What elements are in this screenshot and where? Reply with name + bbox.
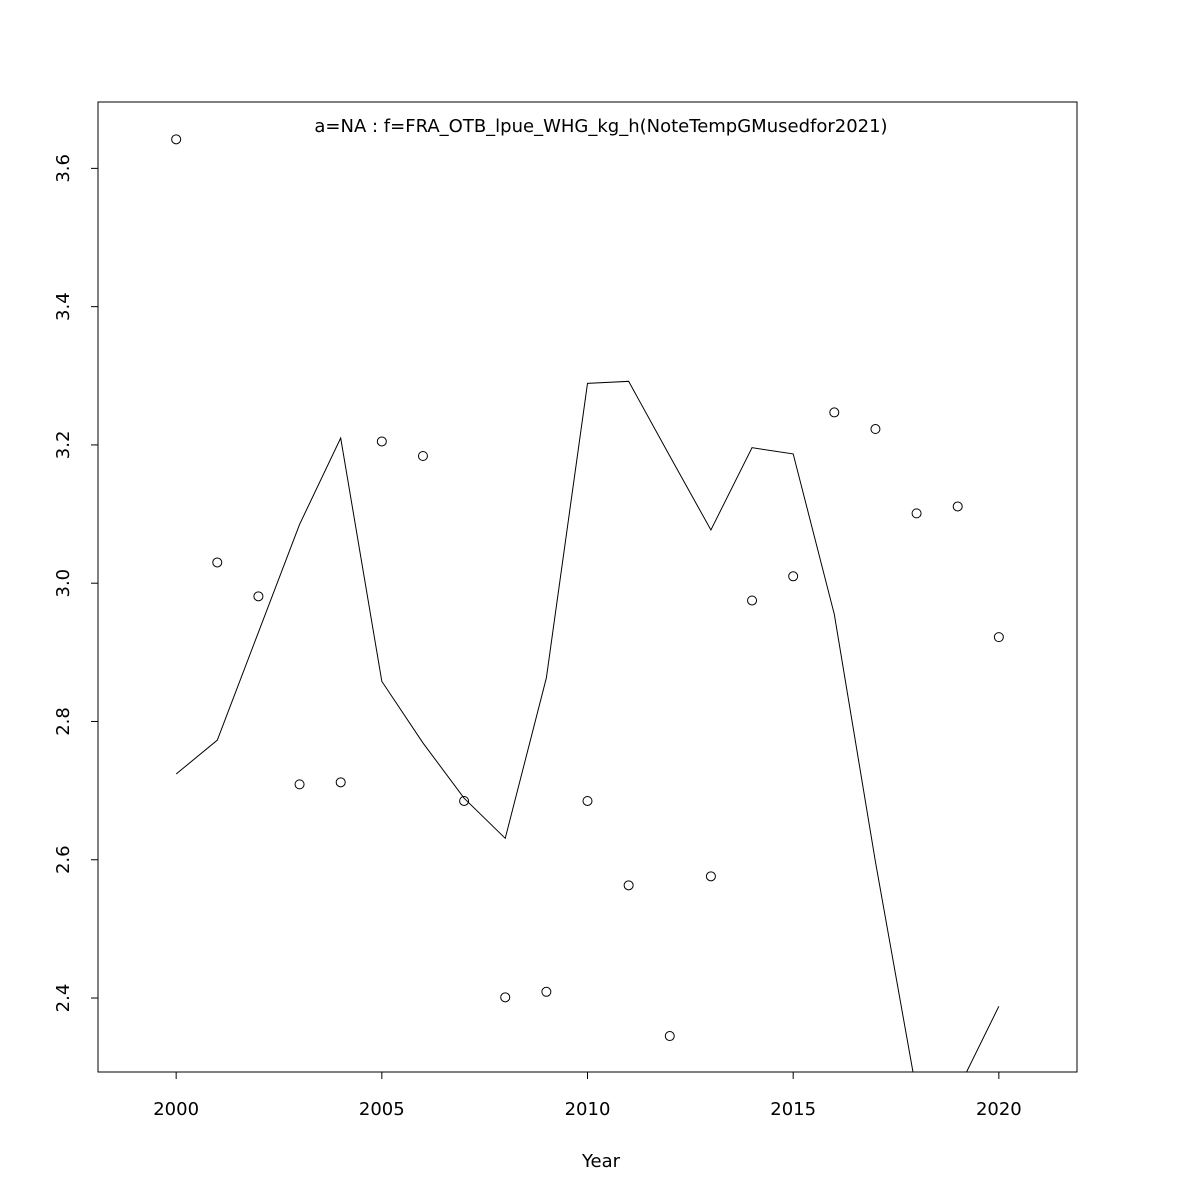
data-point <box>788 571 799 582</box>
data-point <box>747 595 758 606</box>
x-tick-label: 2015 <box>770 1099 816 1120</box>
data-point <box>541 986 552 997</box>
data-point <box>705 871 716 882</box>
data-point <box>829 407 840 418</box>
chart-title: a=NA : f=FRA_OTB_lpue_WHG_kg_h(NoteTempG… <box>314 116 887 137</box>
x-tick-label: 2020 <box>976 1099 1022 1120</box>
data-point <box>294 779 305 790</box>
x-axis-label: Year <box>581 1151 621 1172</box>
y-tick-label: 3.4 <box>53 292 74 321</box>
data-point <box>212 557 223 568</box>
data-point <box>171 134 182 145</box>
x-tick-label: 2010 <box>565 1099 611 1120</box>
data-point <box>664 1031 675 1042</box>
plot-box <box>97 101 1078 1073</box>
data-point <box>417 450 428 461</box>
data-point <box>335 777 346 788</box>
data-point <box>870 424 881 435</box>
data-point <box>623 880 634 891</box>
x-tick-label: 2005 <box>359 1099 405 1120</box>
data-point <box>993 632 1004 643</box>
x-tick-label: 2000 <box>153 1099 199 1120</box>
data-point <box>459 795 470 806</box>
data-point <box>911 508 922 519</box>
y-tick-label: 2.8 <box>53 707 74 736</box>
data-point <box>582 795 593 806</box>
data-point <box>376 436 387 447</box>
data-point <box>952 501 963 512</box>
y-tick-label: 2.4 <box>53 984 74 1013</box>
y-tick-label: 3.0 <box>53 569 74 598</box>
y-tick-label: 3.6 <box>53 154 74 183</box>
data-point <box>500 992 511 1003</box>
data-line <box>175 380 1000 1072</box>
data-point <box>253 591 264 602</box>
y-tick-label: 2.6 <box>53 845 74 874</box>
plot-area <box>171 134 1004 1072</box>
y-tick-label: 3.2 <box>53 431 74 460</box>
